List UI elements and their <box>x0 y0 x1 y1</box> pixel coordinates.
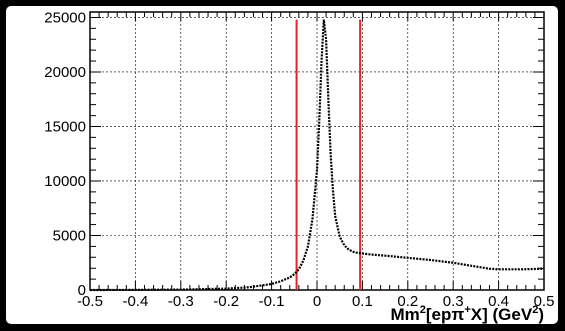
x-tick-label: 0.5 <box>534 293 555 310</box>
x-axis-title-superscript: + <box>464 304 470 316</box>
y-tick-label: 10000 <box>44 173 86 190</box>
x-axis-title-superscript: 2 <box>532 304 538 316</box>
x-tick-label: -0.5 <box>77 293 103 310</box>
x-tick-label: 0.1 <box>352 293 373 310</box>
x-tick-label: -0.1 <box>259 293 285 310</box>
plot-canvas: -0.5 -0.4 -0.3 -0.2 -0.1 0 0.1 0.2 0.3 0.4 0.5 0 50… <box>6 6 558 324</box>
y-tick-label: 25000 <box>44 9 86 26</box>
x-tick-label: 0.4 <box>488 293 509 310</box>
cut-lines <box>295 19 362 290</box>
x-axis-title: Mm2[epπ+X] (GeV2) <box>390 304 544 324</box>
x-axis-title-part: Mm <box>390 305 419 324</box>
x-tick-label: 0.3 <box>443 293 464 310</box>
x-axis-title-part: ) <box>538 305 544 324</box>
y-tick-label: 15000 <box>44 118 86 135</box>
x-axis-title-superscript: 2 <box>420 304 426 316</box>
y-tick-label: 0 <box>78 282 86 299</box>
y-tick-label: 20000 <box>44 64 86 81</box>
x-tick-labels: -0.5 -0.4 -0.3 -0.2 -0.1 0 0.1 0.2 0.3 0.4 0.5 <box>77 293 554 310</box>
data-series-line <box>89 19 545 292</box>
x-tick-label: -0.2 <box>213 293 239 310</box>
series <box>89 19 545 292</box>
x-tick-label: -0.4 <box>122 293 148 310</box>
x-tick-label: 0.2 <box>397 293 418 310</box>
x-tick-label: 0 <box>313 293 321 310</box>
y-tick-label: 5000 <box>53 227 86 244</box>
axis-ticks <box>89 12 545 291</box>
x-tick-label: -0.3 <box>168 293 194 310</box>
y-tick-labels: 0 5000 10000 15000 20000 25000 <box>44 9 86 299</box>
x-axis-title-part: [epπ <box>426 305 465 324</box>
x-axis-title-part: X] (GeV <box>471 305 533 324</box>
histogram-plot: -0.5 -0.4 -0.3 -0.2 -0.1 0 0.1 0.2 0.3 0.4 0.5 0 50… <box>44 9 554 324</box>
